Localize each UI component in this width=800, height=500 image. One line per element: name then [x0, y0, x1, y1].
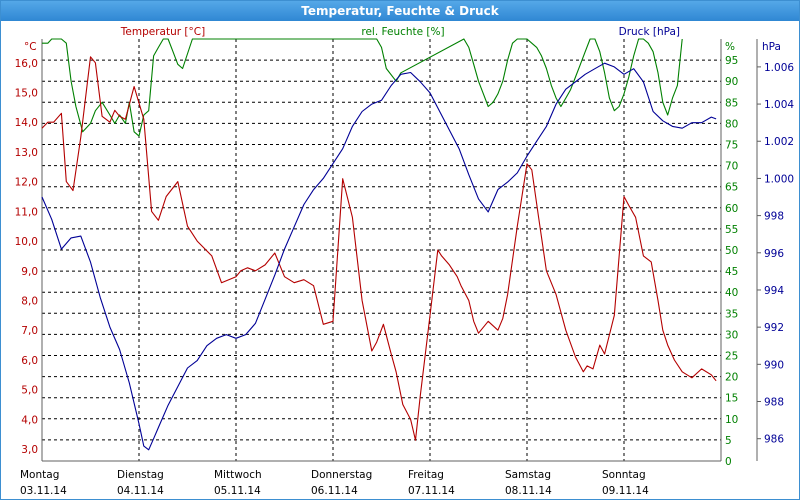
series-line-temperature: [41, 56, 717, 441]
humidity-tick-label: 50: [725, 245, 738, 257]
humidity-unit-label: %: [725, 41, 735, 53]
pressure-tick-label: 1.006: [764, 62, 794, 74]
pressure-tick-label: 994: [764, 285, 784, 297]
temperature-tick-label: 6,0: [21, 355, 38, 367]
x-tick-date-label: 07.11.14: [408, 485, 455, 497]
x-tick-day-label: Sonntag: [602, 469, 646, 481]
humidity-tick-label: 55: [725, 224, 738, 236]
humidity-tick-label: 10: [725, 414, 738, 426]
x-tick-day-label: Freitag: [408, 469, 444, 481]
humidity-tick-label: 15: [725, 393, 738, 405]
temperature-tick-label: 5,0: [21, 385, 38, 397]
pressure-tick-label: 1.002: [764, 136, 794, 148]
temperature-tick-label: 13,0: [15, 147, 38, 159]
humidity-tick-label: 45: [725, 266, 738, 278]
temperature-tick-label: 7,0: [21, 325, 38, 337]
temperature-tick-label: 3,0: [21, 444, 38, 456]
x-tick-day-label: Mittwoch: [214, 469, 262, 481]
pressure-tick-label: 998: [764, 211, 784, 223]
window-title: Temperatur, Feuchte & Druck: [1, 1, 799, 21]
humidity-axis-title: rel. Feuchte [%]: [361, 26, 444, 38]
pressure-tick-label: 988: [764, 397, 784, 409]
pressure-tick-label: 990: [764, 359, 784, 371]
pressure-tick-label: 992: [764, 322, 784, 334]
temperature-tick-label: 10,0: [15, 236, 38, 248]
temperature-axis-title: Temperatur [°C]: [120, 26, 205, 38]
humidity-tick-label: 60: [725, 203, 738, 215]
humidity-tick-label: 5: [725, 435, 732, 447]
temperature-tick-label: 16,0: [15, 58, 38, 70]
x-tick-date-label: 03.11.14: [20, 485, 67, 497]
pressure-tick-label: 1.000: [764, 173, 794, 185]
x-tick-date-label: 09.11.14: [602, 485, 649, 497]
temperature-unit-label: °C: [24, 41, 37, 53]
x-tick-date-label: 05.11.14: [214, 485, 261, 497]
humidity-tick-label: 80: [725, 118, 738, 130]
humidity-tick-label: 70: [725, 161, 738, 173]
humidity-tick-label: 0: [725, 456, 732, 468]
temperature-tick-label: 8,0: [21, 296, 38, 308]
humidity-tick-label: 90: [725, 76, 738, 88]
temperature-tick-label: 14,0: [15, 117, 38, 129]
humidity-tick-label: 20: [725, 372, 738, 384]
humidity-tick-label: 75: [725, 140, 738, 152]
pressure-tick-label: 986: [764, 434, 784, 446]
humidity-tick-label: 65: [725, 182, 738, 194]
x-tick-date-label: 04.11.14: [117, 485, 164, 497]
temperature-tick-label: 9,0: [21, 266, 38, 278]
pressure-tick-label: 996: [764, 248, 784, 260]
humidity-tick-label: 25: [725, 351, 738, 363]
humidity-tick-label: 30: [725, 329, 738, 341]
x-tick-day-label: Montag: [20, 469, 59, 481]
temperature-tick-label: 4,0: [21, 414, 38, 426]
temperature-tick-label: 15,0: [15, 87, 38, 99]
x-tick-day-label: Dienstag: [117, 469, 164, 481]
pressure-axis-title: Druck [hPa]: [619, 26, 680, 38]
pressure-unit-label: hPa: [762, 41, 781, 53]
temperature-tick-label: 12,0: [15, 177, 38, 189]
humidity-tick-label: 40: [725, 287, 738, 299]
x-tick-date-label: 08.11.14: [505, 485, 552, 497]
pressure-tick-label: 1.004: [764, 99, 794, 111]
humidity-tick-label: 35: [725, 308, 738, 320]
series-line-pressure: [41, 62, 717, 451]
x-tick-day-label: Donnerstag: [311, 469, 372, 481]
temperature-tick-label: 11,0: [15, 206, 38, 218]
humidity-tick-label: 85: [725, 97, 738, 109]
humidity-tick-label: 95: [725, 55, 738, 67]
series-line-humidity: [42, 38, 683, 137]
x-tick-day-label: Samstag: [505, 469, 551, 481]
x-tick-date-label: 06.11.14: [311, 485, 358, 497]
